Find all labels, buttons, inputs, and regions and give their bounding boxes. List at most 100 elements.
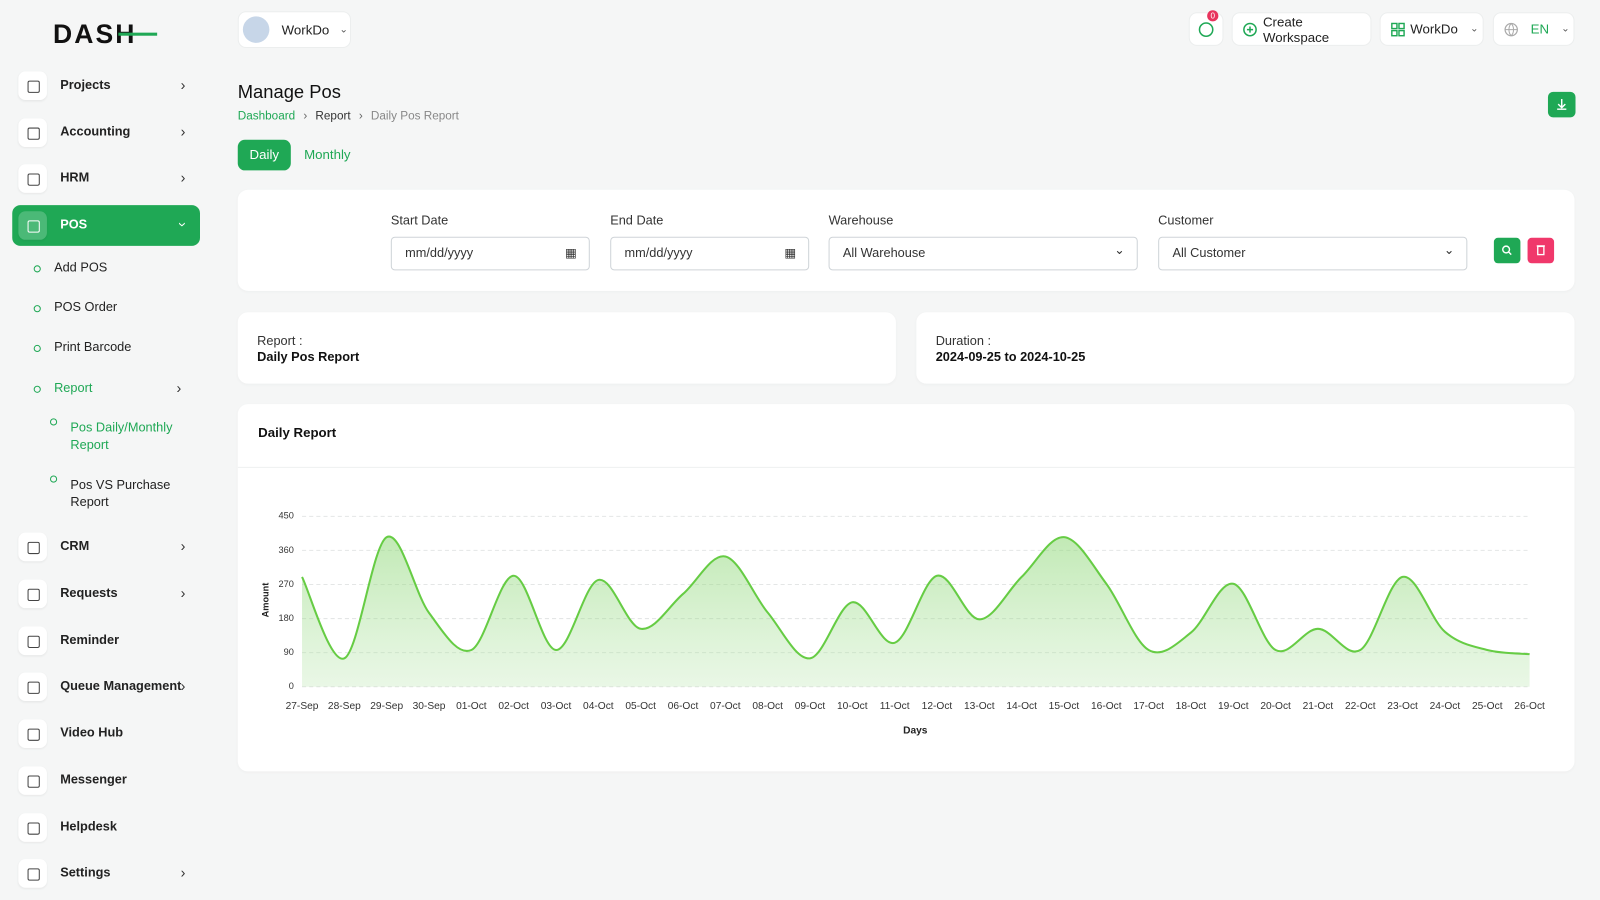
chevron: › bbox=[181, 123, 186, 139]
user-name: WorkDo bbox=[1410, 21, 1458, 36]
select-value: All Customer bbox=[1172, 246, 1245, 260]
input-value: mm/dd/yyyy bbox=[624, 246, 692, 260]
menu-icon bbox=[18, 766, 47, 795]
duration-card: Duration : 2024-09-25 to 2024-10-25 bbox=[916, 312, 1574, 383]
plus-icon bbox=[1243, 22, 1257, 36]
menu-label[interactable]: Requests bbox=[60, 586, 117, 600]
input-value: mm/dd/yyyy bbox=[405, 246, 473, 260]
chart-title: Daily Report bbox=[258, 425, 337, 440]
bullet bbox=[50, 476, 57, 483]
x-tick-label: 01-Oct bbox=[456, 701, 487, 712]
menu-label[interactable]: Pos VS Purchase Report bbox=[70, 477, 187, 512]
filter-card: Start Date mm/dd/yyyy▦ End Date mm/dd/yy… bbox=[238, 190, 1575, 291]
menu-label[interactable]: Add POS bbox=[54, 260, 107, 274]
workspace-switch[interactable]: WorkDo ⌄ bbox=[238, 11, 351, 48]
y-tick-label: 450 bbox=[279, 511, 294, 521]
menu-label[interactable]: Projects bbox=[60, 78, 110, 92]
chevron: › bbox=[181, 678, 186, 694]
report-card: Report : Daily Pos Report bbox=[238, 312, 896, 383]
menu-label[interactable]: Helpdesk bbox=[60, 819, 117, 833]
workspace-name: WorkDo bbox=[282, 22, 330, 37]
x-tick-label: 14-Oct bbox=[1006, 701, 1037, 712]
menu-label[interactable]: Print Barcode bbox=[54, 340, 131, 354]
menu-icon bbox=[18, 71, 47, 100]
menu-label[interactable]: Video Hub bbox=[60, 726, 123, 740]
x-tick-label: 05-Oct bbox=[625, 701, 656, 712]
end-date-input[interactable]: mm/dd/yyyy▦ bbox=[610, 237, 809, 271]
chevron: › bbox=[177, 380, 182, 396]
tab-monthly[interactable]: Monthly bbox=[304, 140, 350, 171]
menu-label[interactable]: POS bbox=[60, 217, 87, 231]
chevron: › bbox=[181, 77, 186, 93]
menu-icon bbox=[18, 164, 47, 193]
menu-label[interactable]: Messenger bbox=[60, 772, 127, 786]
y-tick-label: 90 bbox=[284, 647, 294, 657]
filter-label: End Date bbox=[610, 213, 663, 227]
warehouse-select[interactable]: All Warehouse⌄ bbox=[829, 237, 1138, 271]
menu-label[interactable]: Settings bbox=[60, 865, 110, 879]
y-tick-label: 360 bbox=[279, 545, 294, 555]
x-tick-label: 30-Sep bbox=[413, 701, 446, 712]
user-menu[interactable]: WorkDo ⌄ bbox=[1380, 12, 1484, 46]
chat-icon bbox=[1198, 21, 1214, 37]
language-label: EN bbox=[1531, 21, 1549, 36]
chart: Daily Report Days Amount 090180270360450… bbox=[238, 404, 1575, 771]
x-tick-label: 27-Sep bbox=[286, 701, 319, 712]
x-tick-label: 04-Oct bbox=[583, 701, 614, 712]
x-tick-label: 19-Oct bbox=[1218, 701, 1249, 712]
x-tick-label: 10-Oct bbox=[837, 701, 868, 712]
x-axis-title: Days bbox=[903, 725, 928, 736]
menu-label[interactable]: Accounting bbox=[60, 124, 130, 138]
menu-icon bbox=[18, 627, 47, 656]
menu-icon bbox=[18, 672, 47, 701]
breadcrumb-link[interactable]: Dashboard bbox=[238, 110, 295, 122]
x-tick-label: 09-Oct bbox=[795, 701, 826, 712]
menu-label[interactable]: HRM bbox=[60, 170, 89, 184]
menu-icon bbox=[18, 813, 47, 842]
bullet bbox=[34, 386, 41, 393]
trash-icon bbox=[1528, 238, 1555, 264]
menu-label[interactable]: Report bbox=[54, 381, 92, 395]
sidebar: Projects › Accounting › HRM › POS › Add POS POS O… bbox=[0, 0, 214, 900]
x-tick-label: 08-Oct bbox=[752, 701, 783, 712]
x-tick-label: 17-Oct bbox=[1133, 701, 1164, 712]
search-button[interactable] bbox=[1494, 238, 1521, 264]
menu-label[interactable]: POS Order bbox=[54, 300, 117, 314]
notification-badge: 0 bbox=[1207, 10, 1218, 21]
filter-label: Customer bbox=[1158, 213, 1213, 227]
create-workspace-button[interactable]: Create Workspace bbox=[1232, 12, 1372, 46]
x-tick-label: 06-Oct bbox=[668, 701, 699, 712]
x-tick-label: 28-Sep bbox=[328, 701, 361, 712]
x-tick-label: 03-Oct bbox=[541, 701, 572, 712]
start-date-input[interactable]: mm/dd/yyyy▦ bbox=[391, 237, 590, 271]
breadcrumb-link[interactable]: Report bbox=[315, 110, 350, 122]
tab-daily[interactable]: Daily bbox=[238, 140, 291, 171]
language-menu[interactable]: EN ⌄ bbox=[1493, 12, 1575, 46]
x-tick-label: 12-Oct bbox=[922, 701, 953, 712]
page-title: Manage Pos bbox=[238, 82, 341, 103]
menu-label[interactable]: CRM bbox=[60, 539, 89, 553]
bullet bbox=[34, 345, 41, 352]
reset-button[interactable] bbox=[1528, 238, 1555, 264]
globe-icon bbox=[1504, 22, 1518, 36]
download-button[interactable] bbox=[1548, 92, 1576, 118]
x-tick-label: 02-Oct bbox=[498, 701, 529, 712]
chart-card: Daily Report Days Amount 090180270360450… bbox=[238, 404, 1575, 771]
menu-label[interactable]: Pos Daily/Monthly Report bbox=[70, 419, 187, 454]
x-tick-label: 29-Sep bbox=[370, 701, 403, 712]
info-value: Daily Pos Report bbox=[257, 350, 359, 364]
menu-label[interactable]: Queue Management bbox=[60, 679, 181, 693]
bullet bbox=[50, 418, 57, 425]
menu-icon bbox=[18, 533, 47, 562]
customer-select[interactable]: All Customer⌄ bbox=[1158, 237, 1467, 271]
info-label: Duration : bbox=[936, 334, 991, 348]
workspace-avatar bbox=[243, 16, 270, 43]
menu-icon bbox=[18, 211, 47, 240]
chevron: ⌄ bbox=[1561, 23, 1570, 34]
menu-label[interactable]: Reminder bbox=[60, 633, 119, 647]
create-workspace-label: Create Workspace bbox=[1263, 14, 1370, 45]
info-value: 2024-09-25 to 2024-10-25 bbox=[936, 350, 1086, 364]
messages-button[interactable]: 0 bbox=[1189, 12, 1224, 46]
